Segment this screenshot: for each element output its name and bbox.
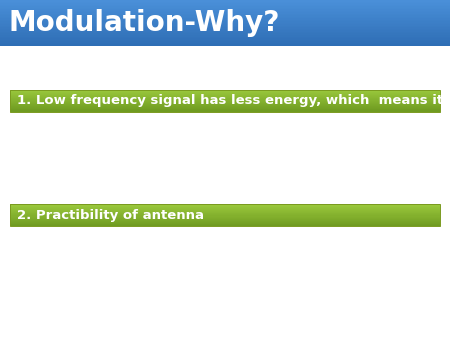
Bar: [0, 27, 450, 29]
Bar: [10, 106, 440, 107]
Bar: [0, 37, 450, 38]
Bar: [0, 38, 450, 40]
Bar: [10, 93, 440, 94]
Bar: [10, 96, 440, 97]
Bar: [0, 6, 450, 7]
Bar: [10, 103, 440, 104]
Bar: [10, 223, 440, 224]
Bar: [10, 209, 440, 210]
Bar: [10, 111, 440, 112]
Bar: [10, 221, 440, 222]
Bar: [0, 8, 450, 9]
Bar: [0, 14, 450, 15]
Bar: [0, 43, 450, 44]
Bar: [0, 44, 450, 46]
Bar: [0, 2, 450, 3]
Bar: [10, 91, 440, 92]
Bar: [10, 204, 440, 226]
Bar: [10, 206, 440, 207]
Bar: [0, 33, 450, 35]
Bar: [10, 107, 440, 108]
Bar: [10, 90, 440, 112]
Bar: [0, 20, 450, 21]
Bar: [10, 104, 440, 105]
Bar: [0, 3, 450, 4]
Bar: [10, 222, 440, 223]
Bar: [10, 220, 440, 221]
Bar: [0, 21, 450, 23]
Bar: [10, 92, 440, 93]
Bar: [10, 224, 440, 225]
Bar: [10, 216, 440, 217]
Text: Modulation-Why?: Modulation-Why?: [8, 9, 279, 37]
Bar: [10, 99, 440, 101]
Bar: [10, 217, 440, 218]
Bar: [10, 94, 440, 95]
Bar: [0, 26, 450, 27]
Bar: [10, 225, 440, 226]
Text: 1. Low frequency signal has less energy, which  means it can travel  less distan: 1. Low frequency signal has less energy,…: [17, 94, 450, 107]
Bar: [0, 0, 450, 1]
Bar: [0, 30, 450, 32]
Bar: [0, 24, 450, 26]
Bar: [0, 41, 450, 43]
Bar: [0, 40, 450, 41]
Bar: [10, 208, 440, 209]
Bar: [10, 102, 440, 103]
Bar: [10, 101, 440, 102]
Bar: [10, 90, 440, 91]
Bar: [0, 9, 450, 10]
Bar: [10, 204, 440, 206]
Bar: [0, 32, 450, 33]
Bar: [0, 15, 450, 17]
Bar: [0, 12, 450, 14]
Bar: [10, 207, 440, 208]
Bar: [0, 18, 450, 20]
Bar: [10, 219, 440, 220]
Bar: [10, 98, 440, 99]
Bar: [10, 108, 440, 110]
Bar: [10, 210, 440, 211]
Bar: [10, 95, 440, 96]
Bar: [10, 97, 440, 98]
Bar: [0, 10, 450, 12]
Bar: [10, 110, 440, 111]
Bar: [0, 4, 450, 6]
Bar: [0, 17, 450, 18]
Bar: [0, 35, 450, 37]
Bar: [0, 29, 450, 30]
Bar: [10, 211, 440, 212]
Bar: [0, 23, 450, 24]
Text: 2. Practibility of antenna: 2. Practibility of antenna: [17, 209, 204, 222]
Bar: [10, 214, 440, 216]
Bar: [10, 212, 440, 213]
Bar: [10, 218, 440, 219]
Bar: [10, 105, 440, 106]
Bar: [10, 213, 440, 214]
